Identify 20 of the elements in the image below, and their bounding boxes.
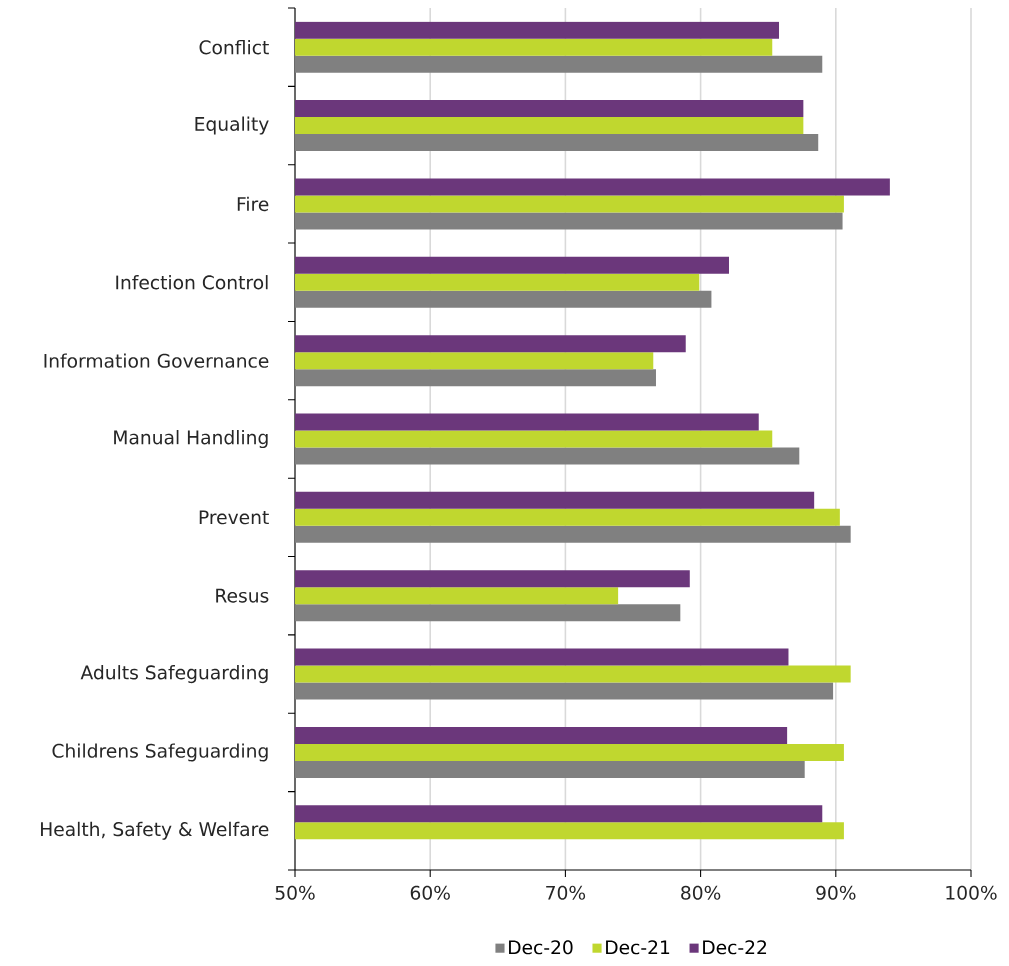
x-tick-label: 50% — [275, 885, 315, 900]
y-tick-label: Adults Safeguarding — [80, 665, 268, 684]
y-tick-label: Fire — [237, 196, 269, 212]
x-tick-label: 80% — [681, 885, 721, 900]
x-tick-label: 100% — [946, 885, 997, 900]
y-tick-label: Prevent — [199, 510, 269, 525]
y-tick-label: Infection Control — [116, 275, 268, 290]
x-tick-label: 60% — [410, 885, 450, 900]
y-tick-label: Childrens Safeguarding — [52, 743, 268, 762]
y-tick-label: Resus — [216, 588, 269, 603]
legend-label: Dec-20 — [509, 940, 573, 955]
y-tick-label: Manual Handling — [114, 429, 268, 449]
y-tick-label: Information Governance — [44, 353, 269, 368]
x-tick-label: 90% — [816, 885, 856, 900]
x-tick-label: 70% — [546, 885, 586, 900]
y-tick-label: Health, Safety & Welfare — [41, 821, 269, 840]
legend-label: Dec-22 — [703, 940, 767, 955]
y-tick-label: Equality — [195, 116, 269, 135]
legend-label: Dec-21 — [606, 940, 670, 955]
y-tick-label: Conflict — [199, 39, 269, 55]
